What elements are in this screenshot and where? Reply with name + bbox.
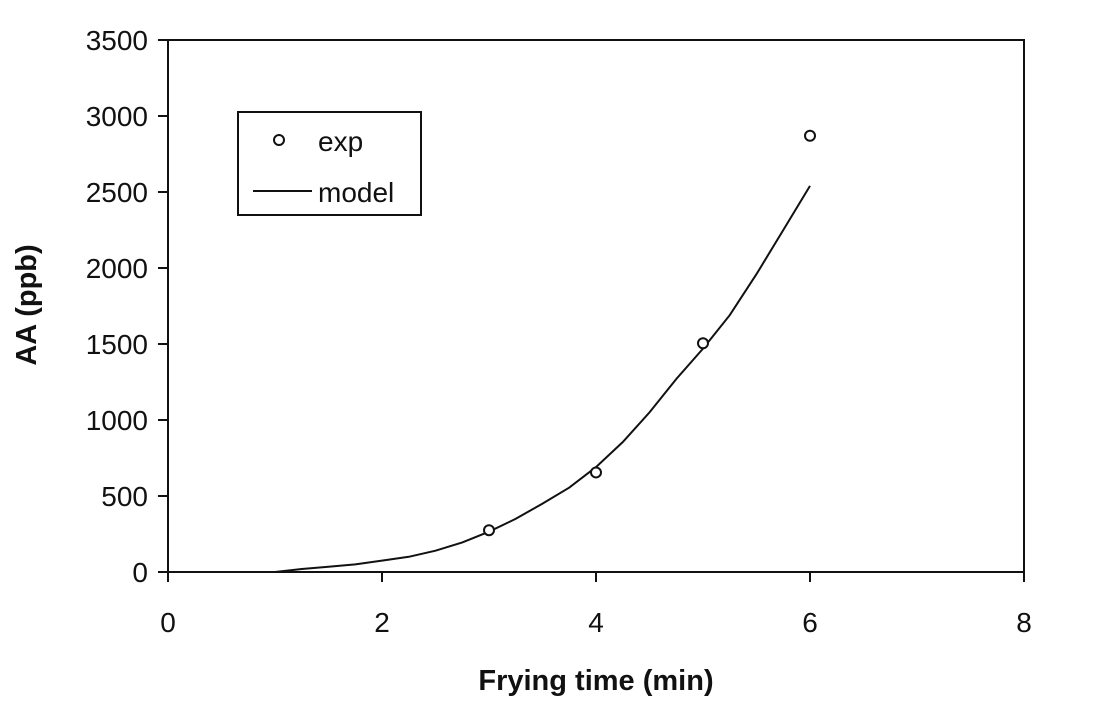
x-tick-label: 8 bbox=[1016, 607, 1032, 638]
legend-label-model: model bbox=[318, 177, 394, 208]
y-tick-label: 0 bbox=[132, 557, 148, 588]
legend: exp model bbox=[237, 111, 422, 216]
data-point-exp bbox=[483, 524, 495, 537]
series-points-exp bbox=[483, 129, 816, 537]
y-tick-label: 500 bbox=[101, 481, 148, 512]
legend-box bbox=[237, 111, 422, 216]
series-line-model bbox=[274, 185, 811, 573]
y-tick-label: 3500 bbox=[86, 25, 148, 56]
x-tick-label: 2 bbox=[374, 607, 390, 638]
x-axis-title: Frying time (min) bbox=[478, 665, 713, 697]
legend-label-exp: exp bbox=[318, 126, 363, 157]
y-tick-label: 1500 bbox=[86, 329, 148, 360]
data-point-exp bbox=[804, 129, 816, 142]
y-tick-label: 1000 bbox=[86, 405, 148, 436]
x-tick-label: 0 bbox=[160, 607, 176, 638]
x-axis-ticks: 0 2 4 6 8 bbox=[160, 572, 1032, 638]
legend-marker-exp bbox=[273, 134, 285, 146]
y-axis-title: AA (ppb) bbox=[11, 244, 43, 365]
x-tick-label: 4 bbox=[588, 607, 604, 638]
y-tick-label: 2500 bbox=[86, 177, 148, 208]
data-point-exp bbox=[590, 466, 602, 479]
y-tick-label: 3000 bbox=[86, 101, 148, 132]
y-axis-ticks: 0 500 1000 1500 2000 2500 3000 3500 bbox=[86, 25, 168, 588]
plot-area-frame bbox=[167, 39, 1025, 573]
x-tick-label: 6 bbox=[802, 607, 818, 638]
data-point-exp bbox=[697, 337, 709, 350]
y-tick-label: 2000 bbox=[86, 253, 148, 284]
